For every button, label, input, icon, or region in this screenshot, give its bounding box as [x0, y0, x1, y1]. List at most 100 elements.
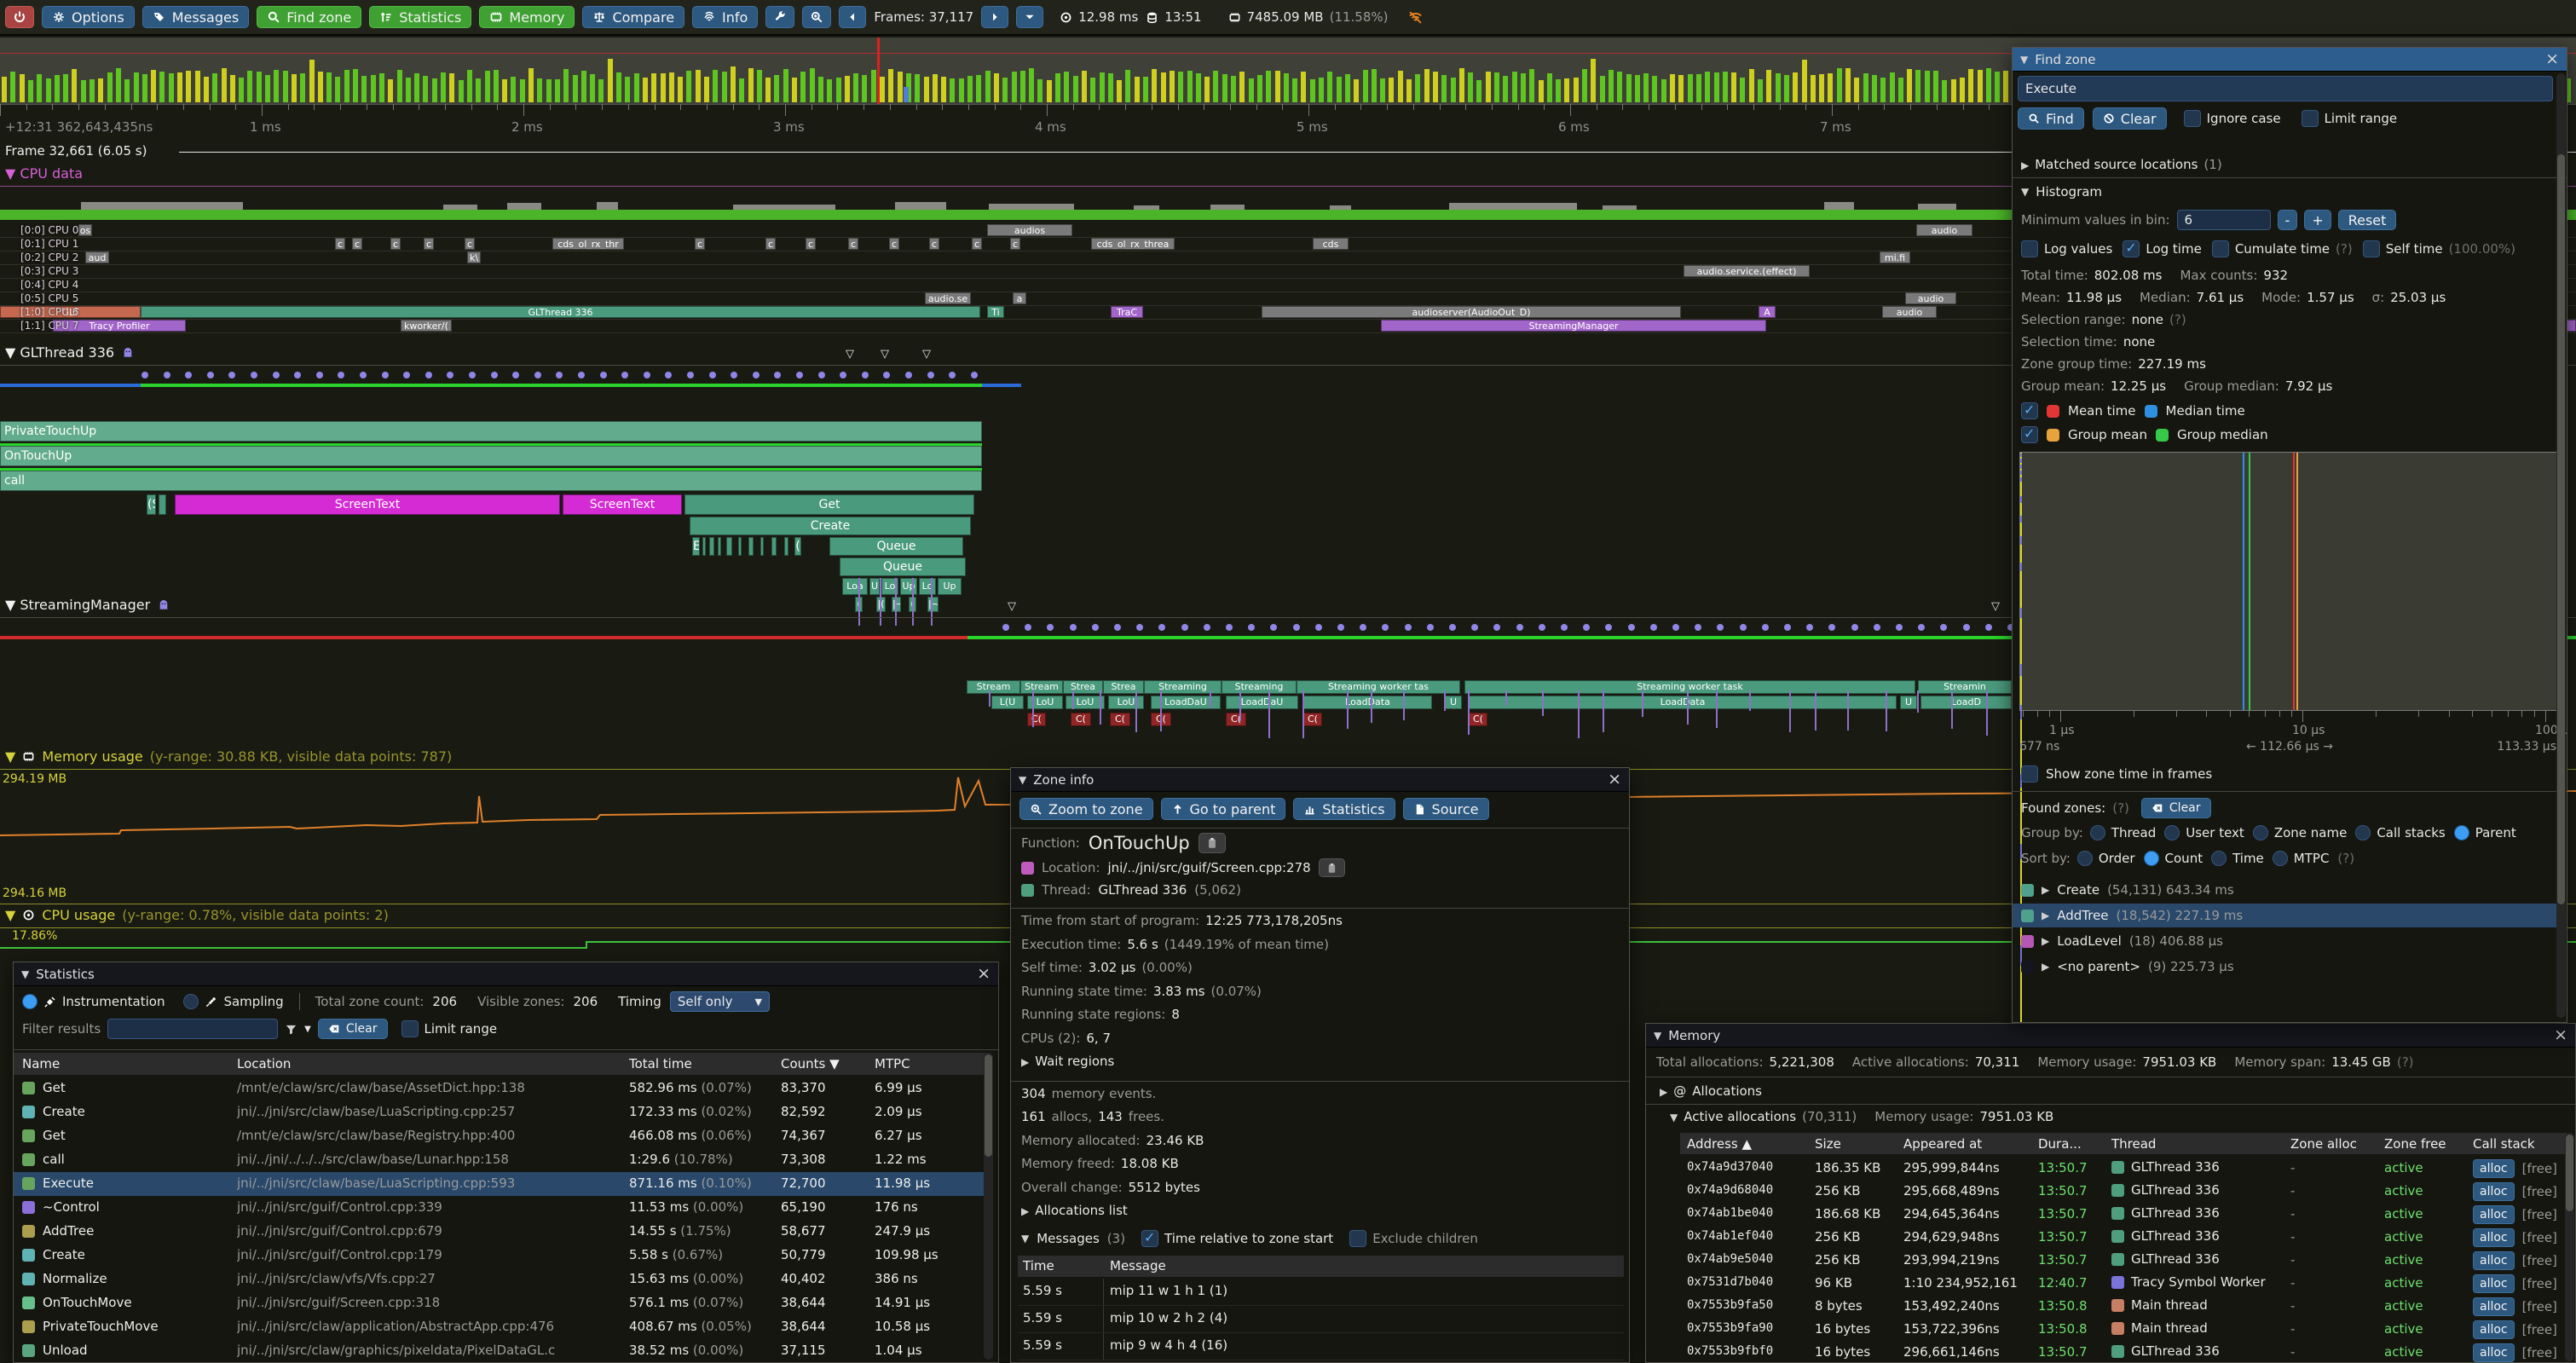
frame-bar[interactable] [1977, 70, 1983, 102]
zone-bar[interactable]: ScreenText [563, 494, 682, 515]
active-allocations-toggle[interactable]: ▼ Active allocations (70,311) Memory usage:… [1670, 1109, 2054, 1124]
histogram-toggle[interactable]: ▼ Histogram [2021, 184, 2103, 199]
sample-dot[interactable] [294, 372, 302, 378]
cpu-zone[interactable]: os [78, 224, 92, 236]
frame-bar[interactable] [598, 79, 604, 102]
sample-tick[interactable] [1815, 690, 1816, 731]
find-zone-scrollbar-thumb[interactable] [2557, 154, 2565, 904]
exclude-children-checkbox[interactable]: Exclude children [1349, 1229, 1478, 1247]
column-header-dura-[interactable]: Dura... [2038, 1135, 2082, 1152]
frame-bar[interactable] [1695, 74, 1701, 102]
sample-tick[interactable] [912, 578, 914, 626]
sample-dot[interactable] [1516, 624, 1523, 631]
frame-bar[interactable] [1950, 79, 1956, 102]
allocation-row[interactable]: 0x7553b9fbf0 16 bytes 296,661,146ns 13:50.7… [1680, 1341, 2567, 1362]
sample-dot[interactable] [1493, 624, 1501, 631]
sample-dot[interactable] [228, 372, 236, 378]
sample-dot[interactable] [1739, 624, 1747, 631]
frame-bar[interactable] [1836, 68, 1842, 102]
filter-input[interactable] [107, 1019, 279, 1039]
frame-bar[interactable] [291, 74, 297, 102]
frame-bar[interactable] [1134, 77, 1140, 102]
sample-tick[interactable] [1687, 690, 1689, 725]
frame-bar[interactable] [774, 75, 780, 102]
sample-dot[interactable] [599, 372, 607, 378]
cpu-zone[interactable]: audioserver(AudioOut_D) [1262, 306, 1681, 318]
power-button[interactable] [5, 6, 34, 28]
frame-bar[interactable] [317, 72, 323, 102]
frame-bar[interactable] [870, 70, 876, 102]
frame-bar[interactable] [2565, 78, 2571, 102]
group-by-user-text[interactable]: User text [2164, 825, 2244, 840]
cpu-zone[interactable]: Tracy Profiler [53, 320, 186, 332]
zone-bar[interactable]: Strea [1063, 680, 1103, 694]
frame-bar[interactable] [713, 70, 719, 102]
found-zones-clear-button[interactable]: Clear [2140, 798, 2211, 818]
sample-dot[interactable] [360, 372, 367, 378]
cpu-zone[interactable]: Ti [987, 306, 1004, 318]
sample-dot[interactable] [1672, 624, 1679, 631]
frame-bar[interactable] [274, 70, 280, 102]
frame-bar[interactable] [1494, 72, 1499, 102]
sample-dot[interactable] [927, 372, 934, 378]
cpu-zone[interactable]: c [848, 238, 858, 250]
time-ruler[interactable]: +12:31 362,643,435ns 1 ms 2 ms 3 ms 4 ms 5 ms… [0, 104, 2576, 141]
collapsed-zone-marker[interactable]: ▽ [1991, 600, 2000, 613]
zone-bar[interactable]: LoadD [1920, 696, 2012, 709]
radio-icon[interactable] [2453, 825, 2469, 840]
checkbox-icon[interactable] [2183, 110, 2201, 127]
cpu-zone[interactable]: a [1013, 292, 1026, 304]
zone-bar[interactable] [702, 537, 706, 556]
frame-bar[interactable] [484, 71, 490, 102]
sample-tick[interactable] [1160, 690, 1162, 731]
frame-bar[interactable] [378, 73, 384, 102]
zone-bar[interactable]: Queue [840, 557, 966, 576]
frame-bar[interactable] [1871, 75, 1877, 102]
zone-bar[interactable]: U [1900, 696, 1917, 709]
sample-dot[interactable] [469, 372, 476, 378]
checkbox-icon[interactable] [2021, 765, 2038, 783]
sample-dot[interactable] [315, 372, 323, 378]
frame-bar[interactable] [976, 75, 982, 102]
zone-bar[interactable]: LoadData [1469, 696, 1897, 709]
sample-tick[interactable] [1886, 690, 1887, 731]
frame-bar[interactable] [1863, 73, 1868, 102]
radio-icon[interactable] [2076, 851, 2093, 866]
allocation-row[interactable]: 0x74a9d68040 256 KB 295,668,489ns 13:50.7 GL… [1680, 1180, 2567, 1203]
sample-tick[interactable] [1239, 690, 1241, 721]
frame-bar[interactable] [1231, 76, 1236, 102]
frame-bar[interactable] [1661, 79, 1666, 102]
frame-bar[interactable] [212, 73, 218, 102]
allocation-row[interactable]: 0x7553b9fa50 8 bytes 153,492,240ns 13:50.8 M… [1680, 1295, 2567, 1318]
frame-bar[interactable] [1942, 80, 1948, 102]
frame-bar[interactable] [388, 79, 394, 102]
frame-bar[interactable] [1564, 78, 1570, 102]
clear-button[interactable]: Clear [2092, 107, 2167, 130]
frame-bar[interactable] [1897, 78, 1903, 102]
frame-bar[interactable] [1670, 74, 1675, 102]
wrench-button[interactable] [765, 6, 795, 28]
frame-bar[interactable] [72, 69, 78, 102]
frame-bar[interactable] [1546, 73, 1552, 102]
frame-bar[interactable] [133, 72, 139, 102]
message-row[interactable]: 5.59 s mip 10 w 2 h 2 (4) [1018, 1305, 1624, 1333]
memory-scrollbar-thumb[interactable] [2566, 1135, 2573, 1211]
sample-dot[interactable] [970, 372, 978, 378]
column-header-call-stack[interactable]: Call stack [2473, 1135, 2535, 1152]
cpu-row[interactable]: os audios audio [0:0] CPU 0 [0, 223, 2576, 238]
close-icon[interactable]: × [1608, 770, 1621, 788]
mode-instrumentation-radio[interactable]: Instrumentation [22, 994, 165, 1009]
frame-bar[interactable] [1801, 60, 1807, 102]
frame-bar[interactable] [396, 70, 402, 102]
frame-bar[interactable] [1248, 78, 1254, 102]
table-row[interactable]: Get/mnt/e/claw/src/claw/base/AssetDict.h… [14, 1077, 990, 1100]
frame-bar[interactable] [817, 77, 823, 102]
cpu-zone[interactable]: audios [987, 224, 1072, 236]
close-icon[interactable]: × [977, 964, 991, 983]
cpu-row[interactable]: [0:4] CPU 4 [0, 278, 2576, 292]
sample-tick[interactable] [1347, 690, 1349, 729]
cpu-row[interactable]: GLT GLThread 336 Ti TraC audioserver(AudioOu… [0, 305, 2576, 320]
zone-bar[interactable] [726, 537, 732, 556]
frame-next-button[interactable] [981, 6, 1009, 28]
collapsed-zone-marker[interactable]: ▽ [846, 348, 854, 361]
